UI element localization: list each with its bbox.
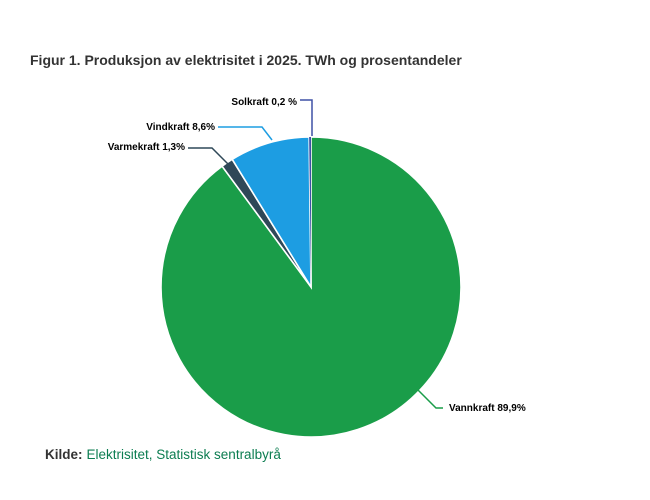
leader-line-solkraft: [300, 99, 313, 136]
pie-slice-solkraft[interactable]: [309, 136, 311, 287]
pie-label-solkraft: Solkraft 0,2 %: [231, 97, 297, 108]
pie-label-varmekraft: Varmekraft 1,3%: [107, 142, 185, 153]
source-link[interactable]: Elektrisitet, Statistisk sentralbyrå: [86, 447, 281, 462]
source-prefix: Kilde:: [45, 447, 83, 462]
source-line: Kilde: Elektrisitet, Statistisk sentralby…: [45, 447, 281, 462]
pie-label-vindkraft: Vindkraft 8,6%: [146, 122, 215, 133]
pie-slice-vindkraft[interactable]: [231, 136, 312, 290]
figure-title: Figur 1. Produksjon av elektrisitet i 20…: [30, 52, 462, 68]
leader-line-varmekraft: [188, 147, 230, 166]
leader-line-vindkraft: [218, 126, 273, 141]
pie-label-vannkraft: Vannkraft 89,9%: [449, 403, 526, 414]
leader-line-vannkraft: [416, 388, 443, 409]
